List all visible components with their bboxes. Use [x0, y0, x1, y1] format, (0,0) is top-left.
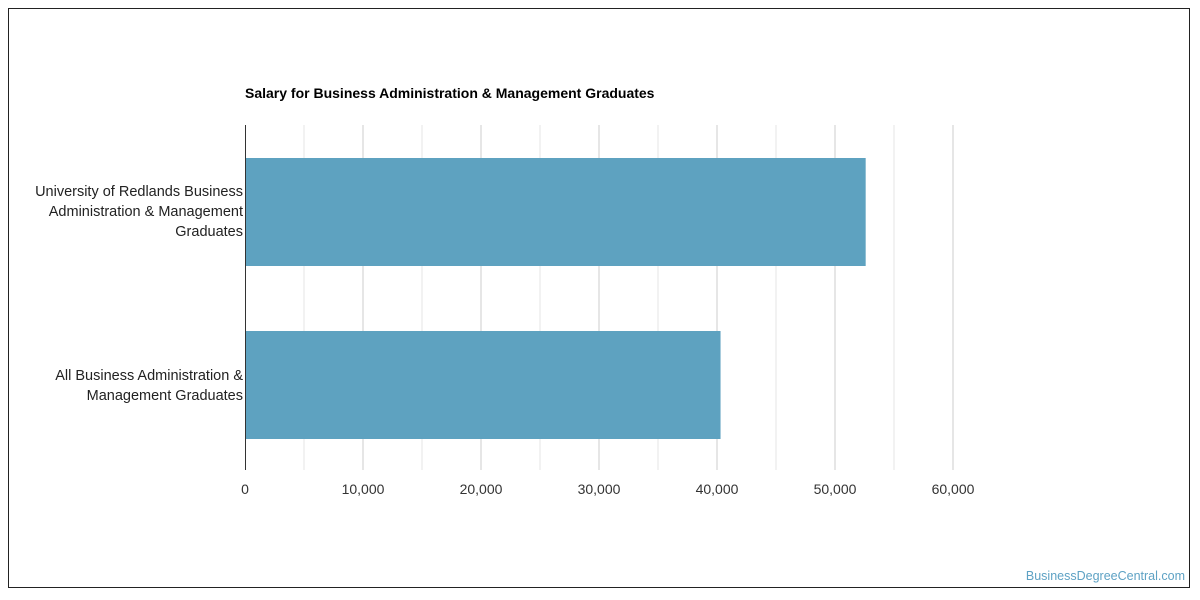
- bar-1[interactable]: [245, 331, 721, 439]
- x-tick-label: 20,000: [459, 481, 503, 497]
- x-tick-label: 40,000: [695, 481, 739, 497]
- x-tick-label: 60,000: [931, 481, 975, 497]
- category-label-university-of-redlands: University of Redlands Business Administ…: [35, 184, 243, 240]
- x-tick-label: 0: [241, 481, 249, 497]
- x-tick-label: 10,000: [341, 481, 385, 497]
- x-tick-label: 50,000: [813, 481, 857, 497]
- bar-0[interactable]: [245, 158, 866, 266]
- category-label-all-graduates: All Business Administration & Management…: [55, 368, 243, 404]
- watermark-text[interactable]: BusinessDegreeCentral.com: [1025, 569, 1185, 583]
- chart-title: Salary for Business Administration & Man…: [245, 85, 655, 101]
- x-tick-label: 30,000: [577, 481, 621, 497]
